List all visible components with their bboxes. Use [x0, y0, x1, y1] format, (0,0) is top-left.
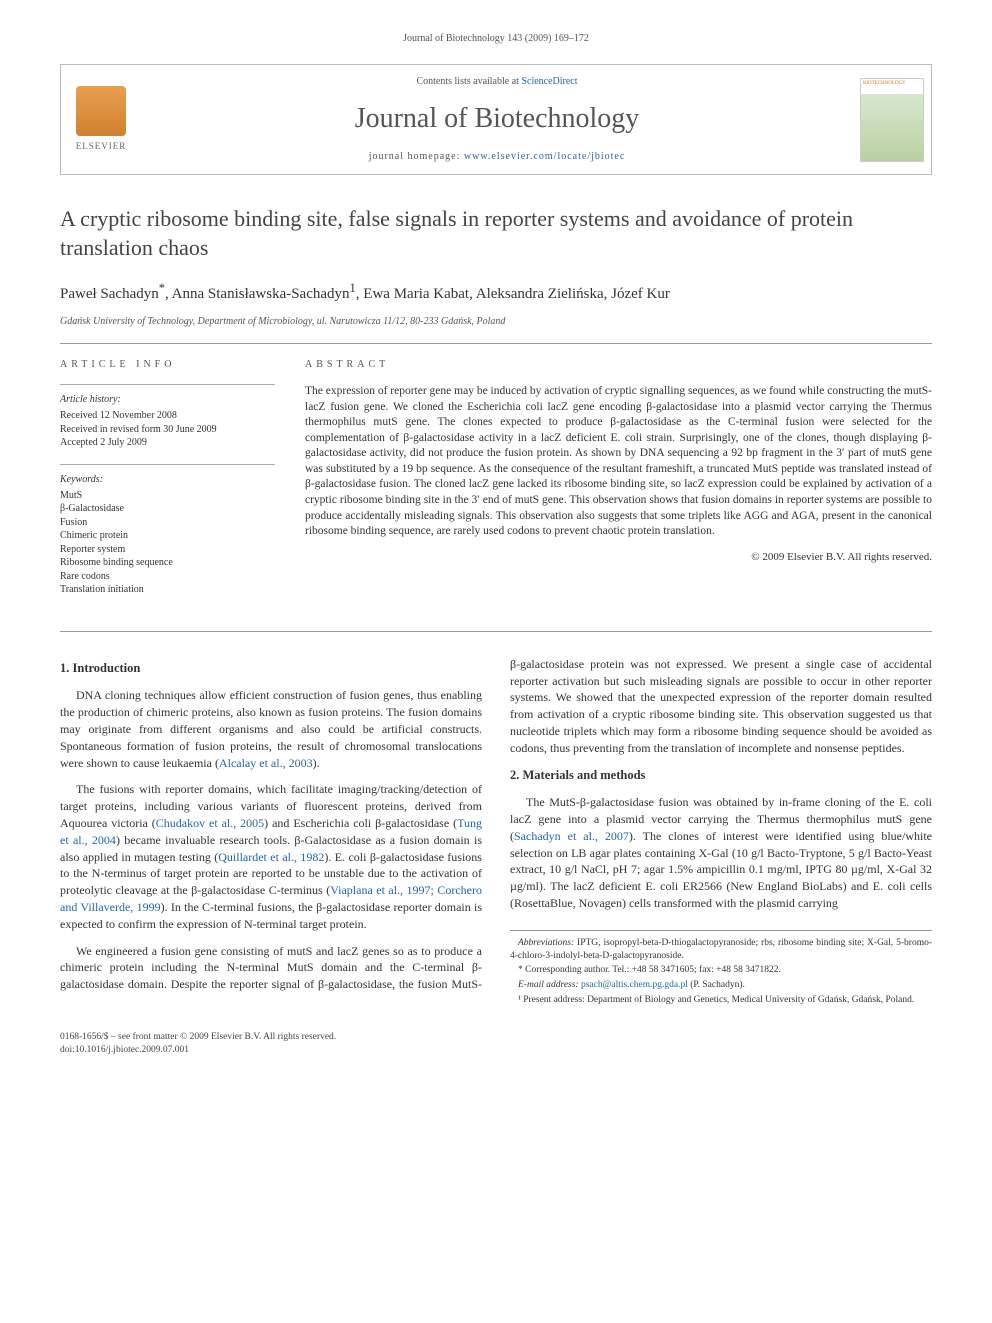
doi-line: doi:10.1016/j.jbiotec.2009.07.001	[60, 1044, 336, 1057]
abstract-heading: abstract	[305, 358, 932, 372]
journal-name: Journal of Biotechnology	[151, 99, 843, 138]
corresponding-author: * Corresponding author. Tel.: +48 58 347…	[510, 964, 932, 977]
article-title: A cryptic ribosome binding site, false s…	[60, 205, 932, 262]
elsevier-logo: ELSEVIER	[61, 65, 141, 174]
divider-bottom	[60, 631, 932, 632]
footnotes-block: Abbreviations: IPTG, isopropyl-beta-D-th…	[510, 930, 932, 1007]
ref-chudakov[interactable]: Chudakov et al., 2005	[156, 816, 264, 830]
methods-p1: The MutS-β-galactosidase fusion was obta…	[510, 794, 932, 912]
section-1-heading: 1. Introduction	[60, 660, 482, 678]
keyword-item: MutS	[60, 489, 275, 503]
ref-sachadyn[interactable]: Sachadyn et al., 2007	[514, 829, 629, 843]
section-2-heading: 2. Materials and methods	[510, 767, 932, 785]
keyword-item: Reporter system	[60, 543, 275, 557]
journal-reference: Journal of Biotechnology 143 (2009) 169–…	[60, 32, 932, 46]
keyword-item: Fusion	[60, 516, 275, 530]
ref-quillardet[interactable]: Quillardet et al., 1982	[218, 850, 324, 864]
page-footer: 0168-1656/$ – see front matter © 2009 El…	[60, 1025, 932, 1058]
affiliation: Gdańsk University of Technology, Departm…	[60, 315, 932, 329]
contents-available-line: Contents lists available at ScienceDirec…	[151, 75, 843, 89]
footer-left: 0168-1656/$ – see front matter © 2009 El…	[60, 1031, 336, 1058]
front-matter-line: 0168-1656/$ – see front matter © 2009 El…	[60, 1031, 336, 1044]
accepted-date: Accepted 2 July 2009	[60, 436, 275, 450]
contents-prefix: Contents lists available at	[416, 76, 521, 87]
email-link[interactable]: psach@altis.chem.pg.gda.pl	[581, 980, 688, 990]
revised-date: Received in revised form 30 June 2009	[60, 423, 275, 437]
sciencedirect-link[interactable]: ScienceDirect	[521, 76, 577, 87]
abbrev-text: IPTG, isopropyl-beta-D-thiogalactopyrano…	[510, 938, 932, 961]
abbrev-footnote: Abbreviations: IPTG, isopropyl-beta-D-th…	[510, 937, 932, 963]
abstract-column: abstract The expression of reporter gene…	[305, 358, 932, 611]
present-address-note: ¹ Present address: Department of Biology…	[510, 994, 932, 1007]
email-tail: (P. Sachadyn).	[688, 980, 745, 990]
abstract-text: The expression of reporter gene may be i…	[305, 384, 932, 539]
cover-image: BIOTECHNOLOGY	[860, 78, 924, 162]
elsevier-tree-icon	[76, 86, 126, 136]
body-text: 1. Introduction DNA cloning techniques a…	[60, 656, 932, 1007]
history-label: Article history:	[60, 393, 275, 407]
intro-p2: The fusions with reporter domains, which…	[60, 781, 482, 932]
keyword-item: β-Galactosidase	[60, 502, 275, 516]
keywords-label: Keywords:	[60, 473, 275, 487]
homepage-prefix: journal homepage:	[369, 151, 464, 162]
intro-p1-tail: ).	[313, 756, 320, 770]
cover-title-text: BIOTECHNOLOGY	[863, 81, 921, 86]
keywords-block: Keywords: MutSβ-GalactosidaseFusionChime…	[60, 473, 275, 597]
divider-top	[60, 343, 932, 344]
article-info-heading: article info	[60, 358, 275, 372]
journal-header: ELSEVIER Contents lists available at Sci…	[60, 64, 932, 175]
keyword-item: Ribosome binding sequence	[60, 556, 275, 570]
keyword-item: Translation initiation	[60, 583, 275, 597]
email-label: E-mail address:	[518, 980, 581, 990]
keyword-item: Chimeric protein	[60, 529, 275, 543]
info-divider-2	[60, 464, 275, 465]
email-footnote: E-mail address: psach@altis.chem.pg.gda.…	[510, 979, 932, 992]
ref-alcalay[interactable]: Alcalay et al., 2003	[219, 756, 313, 770]
abbrev-label: Abbreviations:	[518, 938, 574, 948]
intro-p1: DNA cloning techniques allow efficient c…	[60, 687, 482, 771]
homepage-url[interactable]: www.elsevier.com/locate/jbiotec	[464, 151, 625, 162]
authors-list: Paweł Sachadyn*, Anna Stanisławska-Sacha…	[60, 280, 932, 305]
keyword-item: Rare codons	[60, 570, 275, 584]
homepage-line: journal homepage: www.elsevier.com/locat…	[151, 150, 843, 164]
received-date: Received 12 November 2008	[60, 409, 275, 423]
header-center: Contents lists available at ScienceDirec…	[141, 65, 853, 174]
journal-cover-thumb: BIOTECHNOLOGY	[853, 65, 931, 174]
abstract-copyright: © 2009 Elsevier B.V. All rights reserved…	[305, 550, 932, 565]
intro-p2b: ) and Escherichia coli β-galactosidase (	[264, 816, 457, 830]
article-history-block: Article history: Received 12 November 20…	[60, 393, 275, 450]
article-info-column: article info Article history: Received 1…	[60, 358, 275, 611]
elsevier-label: ELSEVIER	[76, 140, 127, 153]
info-divider-1	[60, 384, 275, 385]
